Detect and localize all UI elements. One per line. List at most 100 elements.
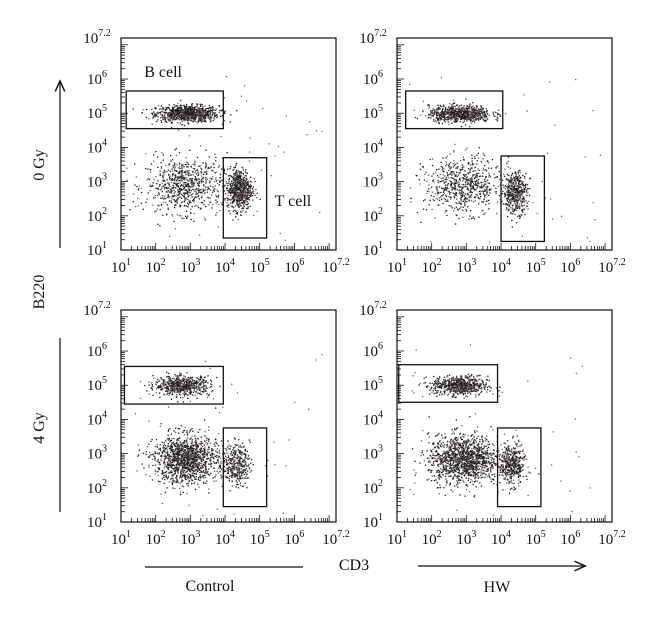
data-point: [201, 111, 204, 113]
data-point: [187, 170, 189, 172]
data-point: [151, 385, 154, 388]
data-point: [174, 109, 177, 111]
data-point: [510, 189, 512, 191]
y-tick-label: 106: [87, 341, 107, 360]
data-point: [243, 194, 245, 196]
data-point: [238, 203, 240, 206]
data-point: [452, 166, 455, 168]
data-point: [519, 186, 522, 188]
data-point: [185, 157, 187, 159]
data-point: [511, 194, 514, 196]
data-point: [164, 111, 166, 113]
data-point: [237, 198, 239, 200]
data-point: [202, 173, 205, 176]
panel-1: 101 102 103 104 105 106 107.210110210310410510…: [359, 28, 626, 276]
data-point: [234, 180, 237, 182]
data-point: [183, 193, 186, 196]
data-point: [177, 102, 179, 105]
data-point: [440, 161, 442, 164]
data-point: [518, 204, 520, 207]
data-point: [185, 184, 187, 186]
data-point: [230, 166, 232, 168]
data-point: [171, 198, 173, 200]
data-point: [453, 164, 456, 167]
data-point: [152, 374, 154, 377]
data-point: [484, 114, 487, 116]
data-point: [467, 188, 470, 191]
data-point: [209, 181, 211, 184]
data-point: [178, 383, 180, 386]
data-point: [475, 180, 477, 183]
data-point: [458, 111, 460, 113]
data-point: [520, 200, 522, 202]
data-point: [188, 392, 190, 394]
data-point: [521, 235, 524, 237]
data-point: [225, 188, 227, 190]
data-point: [190, 201, 192, 204]
data-point: [242, 204, 245, 206]
data-point: [206, 172, 208, 175]
data-point: [180, 387, 182, 390]
data-point: [197, 109, 199, 111]
data-point: [456, 110, 459, 113]
data-point: [441, 110, 444, 112]
data-point: [243, 190, 245, 193]
data-point: [176, 105, 178, 107]
data-point: [475, 184, 477, 187]
data-point: [195, 386, 198, 388]
data-point: [193, 389, 195, 391]
data-point: [188, 106, 190, 108]
data-point: [517, 183, 520, 185]
data-point: [438, 113, 440, 116]
data-point: [429, 199, 431, 202]
data-point: [461, 166, 464, 169]
data-point: [172, 195, 174, 198]
data-point: [157, 386, 159, 388]
data-point: [246, 183, 249, 185]
data-point: [499, 114, 501, 116]
data-point: [188, 389, 191, 391]
data-point: [190, 181, 193, 184]
data-point: [209, 118, 211, 120]
data-point: [205, 163, 207, 165]
data-point: [172, 386, 174, 388]
data-point: [226, 205, 228, 207]
data-point: [477, 109, 480, 111]
data-point: [167, 381, 169, 383]
data-point: [184, 376, 186, 378]
data-point: [235, 185, 237, 187]
data-point: [238, 201, 240, 203]
data-point: [507, 209, 509, 212]
data-point: [169, 188, 171, 190]
data-point: [137, 205, 139, 207]
data-point: [171, 175, 174, 177]
data-point: [462, 186, 464, 188]
data-point: [159, 189, 162, 191]
data-point: [225, 173, 227, 175]
data-point: [185, 103, 188, 106]
data-point: [469, 106, 471, 108]
data-point: [464, 196, 466, 199]
data-point: [439, 104, 441, 107]
data-point: [247, 197, 249, 200]
data-point: [514, 196, 517, 198]
data-point: [465, 115, 467, 117]
data-point: [185, 216, 188, 219]
data-point: [162, 180, 165, 182]
data-point: [162, 116, 164, 118]
data-point: [504, 192, 506, 194]
data-point: [235, 182, 237, 184]
data-point: [443, 105, 445, 107]
data-point: [465, 179, 467, 181]
data-point: [509, 202, 512, 205]
data-point: [207, 197, 209, 199]
data-point: [240, 202, 243, 204]
data-point: [438, 168, 440, 171]
data-point: [170, 379, 172, 381]
data-point: [181, 388, 183, 390]
data-point: [441, 168, 444, 170]
data-point: [160, 161, 162, 164]
data-point: [194, 386, 196, 389]
data-point: [515, 191, 518, 194]
data-point: [210, 178, 213, 180]
